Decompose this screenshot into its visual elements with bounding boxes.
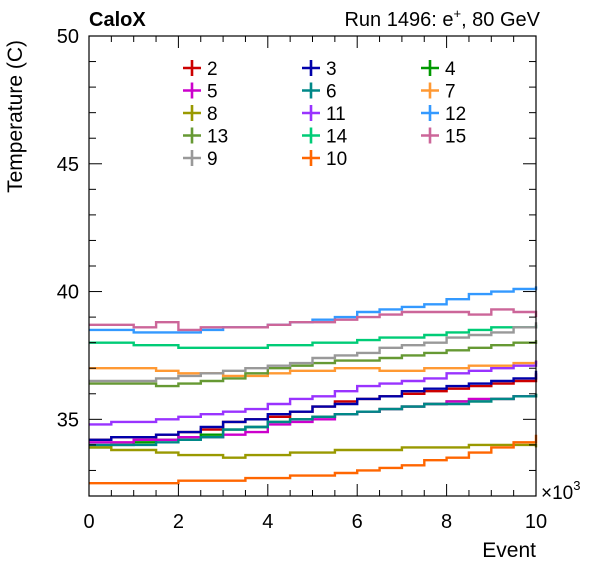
y-tick-label: 45 xyxy=(57,154,79,176)
y-tick-label: 40 xyxy=(57,282,79,304)
legend-entry-10: 10 xyxy=(302,149,347,170)
x-tick-label: 4 xyxy=(262,511,273,533)
legend-entry-4: 4 xyxy=(421,59,456,80)
legend-label: 15 xyxy=(445,127,466,148)
y-tick-label: 50 xyxy=(57,26,79,48)
series-line-6 xyxy=(89,393,538,447)
legend-entry-5: 5 xyxy=(183,82,218,103)
series-line-10 xyxy=(89,434,538,485)
legend-entry-7: 7 xyxy=(421,82,456,103)
x-tick-label: 0 xyxy=(83,511,94,533)
legend-entry-12: 12 xyxy=(421,104,466,125)
legend-label: 10 xyxy=(326,149,347,170)
legend-label: 11 xyxy=(326,104,346,125)
series-line-9 xyxy=(89,322,538,383)
x-tick-label: 10 xyxy=(525,511,547,533)
legend-label: 13 xyxy=(207,127,228,148)
legend-label: 5 xyxy=(207,82,218,103)
legend: 2 3 4 5 6 7 8 11 12 13 14 15 9 10 xyxy=(183,59,466,170)
x-multiplier-label: ×103 xyxy=(541,478,580,504)
x-axis-label: Event xyxy=(482,539,536,562)
y-tick-label: 35 xyxy=(57,409,79,431)
legend-label: 7 xyxy=(445,82,456,103)
series-line-11 xyxy=(89,360,538,426)
y-axis-label: Temperature (C) xyxy=(4,40,27,193)
x-tick-label: 8 xyxy=(441,511,452,533)
series-line-13 xyxy=(89,340,538,388)
series-line-12 xyxy=(89,286,538,334)
series-line-7 xyxy=(89,360,538,378)
series-layer xyxy=(89,286,538,485)
legend-entry-15: 15 xyxy=(421,127,466,148)
x-tick-label: 6 xyxy=(352,511,363,533)
series-line-8 xyxy=(89,443,538,459)
legend-label: 12 xyxy=(445,104,466,125)
series-line-14 xyxy=(89,324,538,349)
plot-frame xyxy=(88,35,537,497)
legend-entry-9: 9 xyxy=(183,149,218,170)
legend-entry-2: 2 xyxy=(183,59,218,80)
header-left-label: CaloX xyxy=(89,9,146,31)
legend-entry-8: 8 xyxy=(183,104,218,125)
legend-label: 14 xyxy=(326,127,348,148)
x-tick-label: 2 xyxy=(173,511,184,533)
legend-label: 8 xyxy=(207,104,218,125)
series-line-15 xyxy=(89,308,538,332)
legend-entry-6: 6 xyxy=(302,82,337,103)
legend-entry-13: 13 xyxy=(183,127,228,148)
header-right-label: Run 1496: e+, 80 GeV xyxy=(344,6,540,31)
legend-entry-14: 14 xyxy=(302,127,348,148)
legend-label: 2 xyxy=(207,59,218,80)
legend-label: 6 xyxy=(326,82,337,103)
series-line-5 xyxy=(89,395,536,444)
series-line-3 xyxy=(89,370,538,441)
legend-label: 3 xyxy=(326,59,337,80)
legend-entry-3: 3 xyxy=(302,59,337,80)
legend-entry-11: 11 xyxy=(302,104,346,125)
legend-label: 9 xyxy=(207,149,218,170)
legend-label: 4 xyxy=(445,59,456,80)
